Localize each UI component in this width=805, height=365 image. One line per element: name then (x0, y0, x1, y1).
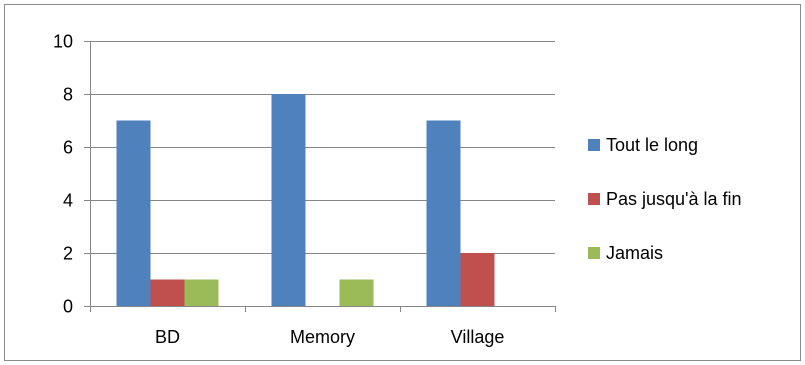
gridlines (84, 41, 555, 254)
legend-swatch (588, 193, 600, 205)
bar-village-series-1 (426, 120, 461, 306)
legend-label: Pas jusqu'à la fin (606, 189, 742, 209)
y-tick-label: 0 (63, 297, 73, 317)
x-tick-label: BD (155, 327, 180, 347)
legend-label: Tout le long (606, 135, 698, 155)
legend-swatch (588, 139, 600, 151)
bar-bd-series-1 (116, 120, 151, 306)
y-tick-label: 10 (53, 32, 73, 52)
y-tick-label: 8 (63, 85, 73, 105)
legend-label: Jamais (606, 243, 663, 263)
legend-swatch (588, 247, 600, 259)
x-tick-label: Memory (290, 327, 355, 347)
y-tick-label: 2 (63, 244, 73, 264)
bar-memory-series-3 (339, 279, 374, 306)
y-tick-label: 4 (63, 191, 73, 211)
bar-bd-series-3 (184, 279, 219, 306)
bar-village-series-2 (460, 253, 495, 306)
x-tick-label: Village (451, 327, 505, 347)
bar-bd-series-2 (150, 279, 185, 306)
axes (84, 41, 556, 312)
y-tick-label: 6 (63, 138, 73, 158)
bar-memory-series-1 (271, 94, 306, 306)
bars (116, 94, 495, 306)
tick-labels: 0 2 4 6 8 10 BD Memory Village (53, 32, 504, 348)
legend: Tout le long Pas jusqu'à la fin Jamais (588, 135, 742, 263)
